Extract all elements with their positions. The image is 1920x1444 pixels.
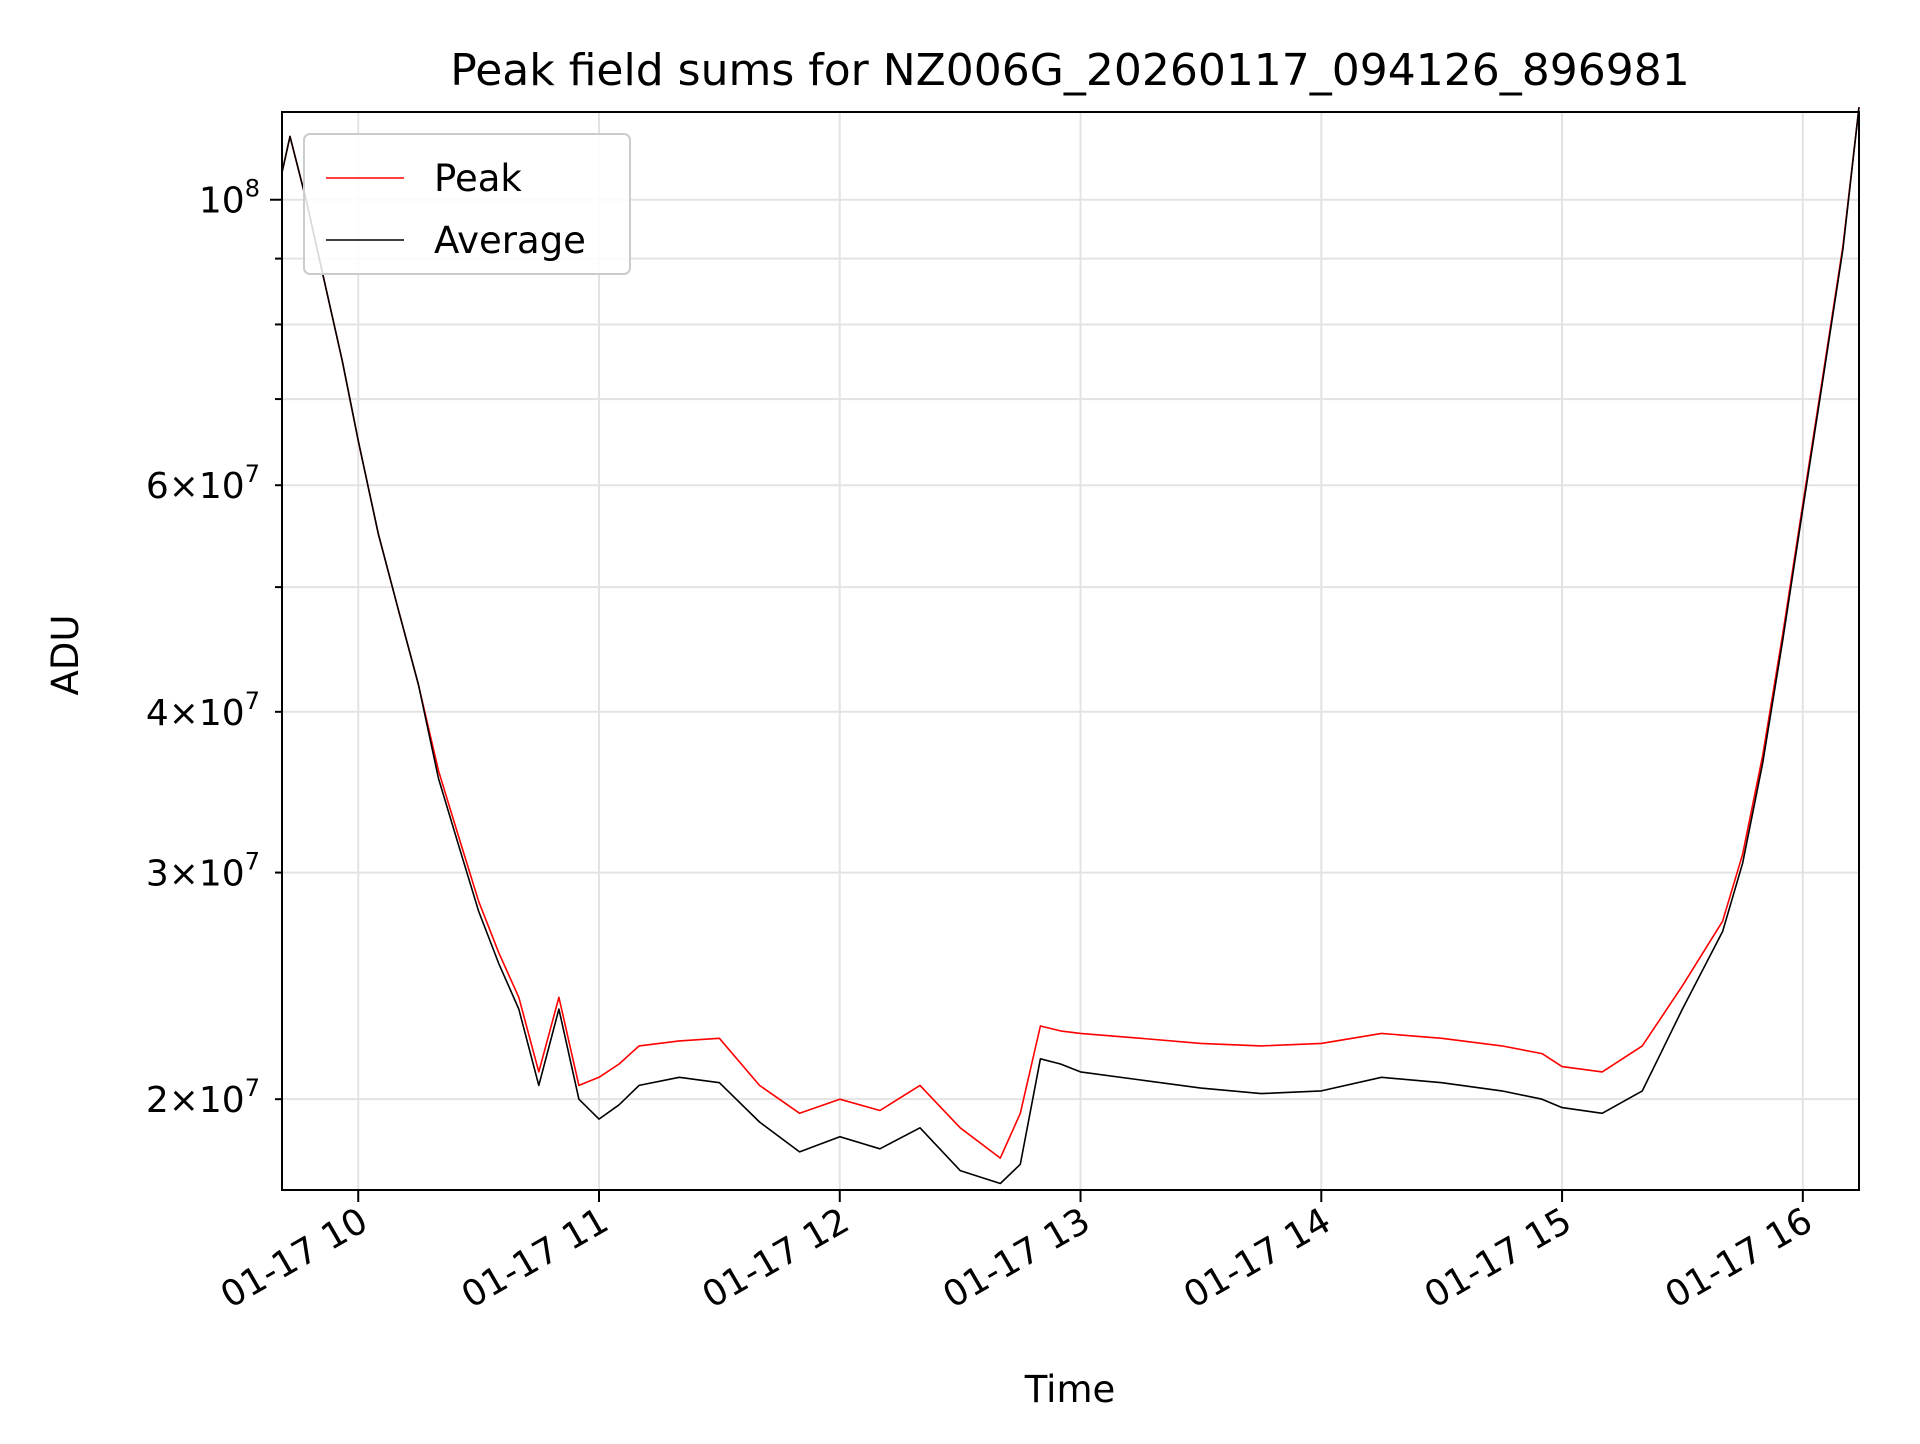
x-axis-label: Time [1024,1368,1116,1411]
y-tick-label: 4×107 [146,687,260,734]
y-tick-label: 2×107 [146,1074,260,1121]
y-tick-label: 108 [199,175,260,222]
chart-title: Peak field sums for NZ006G_20260117_0941… [450,45,1689,96]
series-line-peak [281,107,1860,1159]
y-tick-label: 3×107 [146,848,260,895]
y-axis-label: ADU [44,615,87,696]
plot-frame [281,111,1860,1191]
grid-layer [282,112,1859,1190]
series-layer [281,107,1860,1185]
legend-box [303,133,631,275]
legend-label-peak: Peak [434,157,522,200]
legend-label-average: Average [434,219,586,262]
y-tick-label: 6×107 [146,460,260,507]
series-line-average [281,107,1860,1185]
legend: Peak Average [303,133,631,275]
